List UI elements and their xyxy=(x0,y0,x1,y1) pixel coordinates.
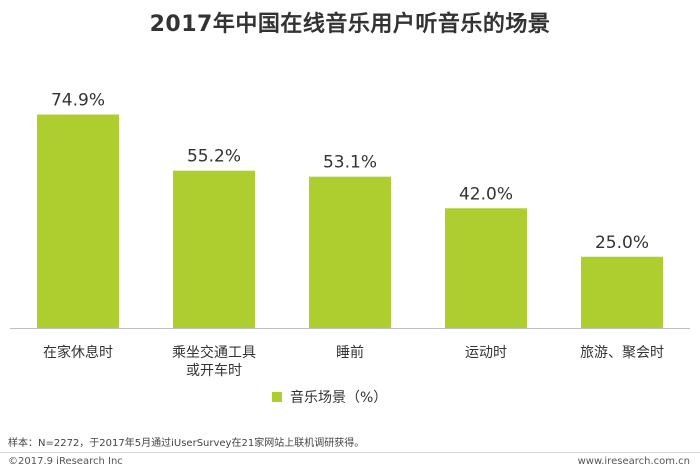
data-label-1: 74.9% xyxy=(51,91,105,111)
bar-3 xyxy=(309,176,391,328)
legend: 音乐场景（%） xyxy=(272,387,387,407)
bars-group xyxy=(37,114,663,328)
bar-1 xyxy=(37,114,119,328)
category-label-4: 运动时 xyxy=(465,345,507,361)
bar-4 xyxy=(445,208,527,328)
data-labels-group: 74.9% 55.2% 53.1% 42.0% 25.0% xyxy=(51,91,649,253)
source-note: 样本：N=2272，于2017年5月通过iUserSurvey在21家网站上联机… xyxy=(8,438,365,449)
footer-divider xyxy=(0,452,700,453)
data-label-4: 42.0% xyxy=(459,184,513,204)
chart-title: 2017年中国在线音乐用户听音乐的场景 xyxy=(149,12,551,37)
category-label-5: 旅游、聚会时 xyxy=(580,345,664,361)
bar-chart: 74.9% 55.2% 53.1% 42.0% 25.0% 在家休息时 乘坐交通工具或开车… xyxy=(10,91,690,379)
data-label-2: 55.2% xyxy=(187,147,241,167)
bar-2 xyxy=(173,170,255,328)
legend-swatch xyxy=(272,392,282,402)
legend-label: 音乐场景（%） xyxy=(290,390,388,406)
category-label-1: 在家休息时 xyxy=(43,344,113,361)
website-text: www.iresearch.com.cn xyxy=(577,456,690,467)
bar-5 xyxy=(581,256,663,328)
copyright-text: ©2017.9 iResearch Inc xyxy=(8,456,123,467)
category-label-2: 乘坐交通工具或开车时 xyxy=(172,344,256,379)
category-labels-group: 在家休息时 乘坐交通工具或开车时 睡前 运动时 旅游、聚会时 xyxy=(43,344,664,379)
data-label-3: 53.1% xyxy=(323,153,377,173)
category-label-3: 睡前 xyxy=(336,344,364,361)
data-label-5: 25.0% xyxy=(595,233,649,253)
